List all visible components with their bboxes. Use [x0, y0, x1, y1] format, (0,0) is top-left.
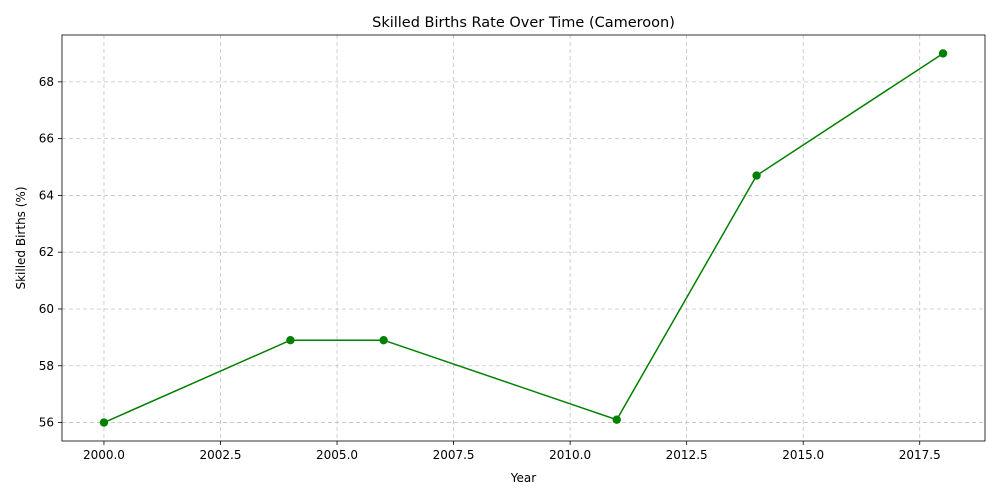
- y-tick-label: 64: [39, 188, 54, 202]
- data-point: [752, 171, 761, 180]
- y-tick-label: 60: [39, 302, 54, 316]
- y-tick-label: 58: [39, 359, 54, 373]
- x-tick-label: 2017.5: [899, 448, 941, 462]
- x-axis-label: Year: [510, 471, 536, 485]
- series-line: [103, 52, 944, 424]
- x-axis-ticks: 2000.0 2002.5 2005.0 2007.5 2010.0 2012.5 2015…: [83, 441, 941, 462]
- x-tick-label: 2015.0: [782, 448, 824, 462]
- y-tick-label: 56: [39, 416, 54, 430]
- y-axis-ticks: 56 58 60 62 64 66 68: [39, 75, 62, 430]
- y-tick-label: 68: [39, 75, 54, 89]
- y-tick-label: 66: [39, 132, 54, 146]
- axes-frame: [61, 34, 986, 442]
- grid: [62, 35, 985, 441]
- x-tick-label: 2010.0: [549, 448, 591, 462]
- y-axis-label: Skilled Births (%): [14, 186, 28, 289]
- chart-title: Skilled Births Rate Over Time (Cameroon): [372, 15, 675, 31]
- y-tick-label: 62: [39, 245, 54, 259]
- data-point: [612, 415, 621, 424]
- x-tick-label: 2000.0: [83, 448, 125, 462]
- x-tick-label: 2002.5: [199, 448, 241, 462]
- data-point: [379, 336, 388, 345]
- x-tick-label: 2005.0: [316, 448, 358, 462]
- series-layer: [99, 49, 948, 427]
- x-tick-label: 2007.5: [433, 448, 475, 462]
- data-point: [938, 49, 948, 58]
- data-point: [286, 336, 295, 345]
- x-tick-label: 2012.5: [666, 448, 708, 462]
- data-point: [99, 418, 109, 427]
